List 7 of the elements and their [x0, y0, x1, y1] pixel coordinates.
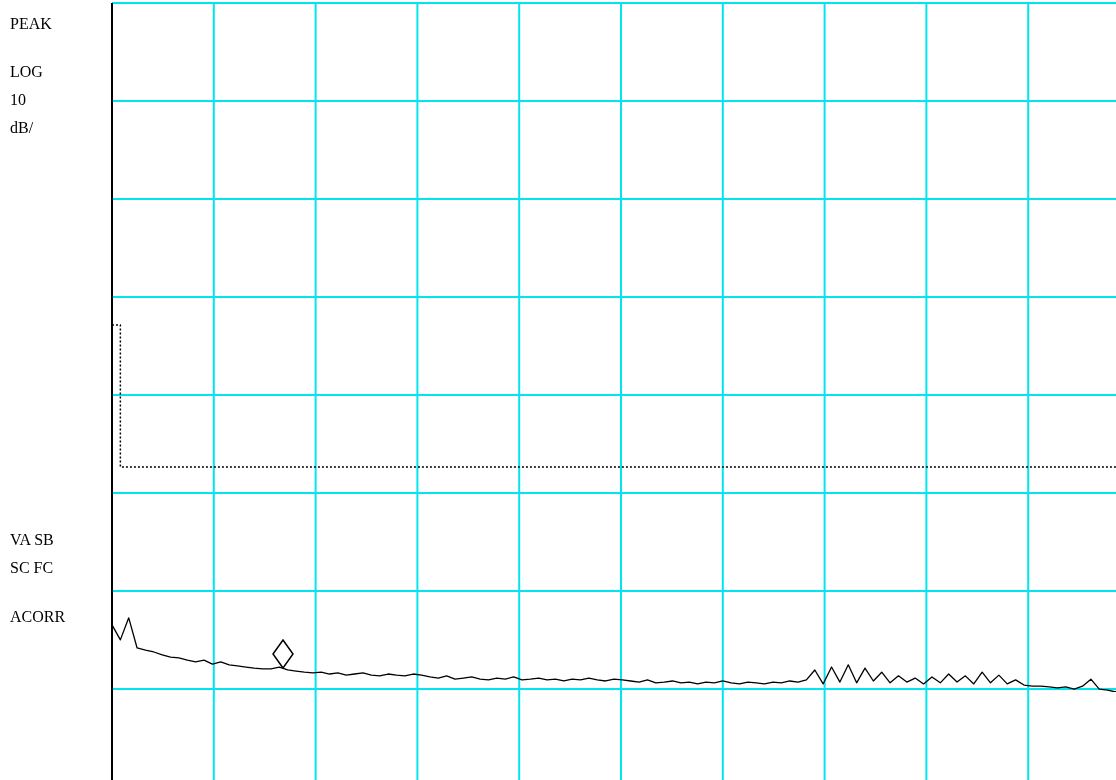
text: VA SB — [10, 530, 54, 550]
text: LOG — [10, 62, 43, 82]
text: PEAK — [10, 14, 52, 34]
text: dB/ — [10, 118, 34, 138]
text: ACORR — [10, 607, 66, 627]
text: 10 — [10, 90, 26, 110]
text: SC FC — [10, 558, 54, 578]
